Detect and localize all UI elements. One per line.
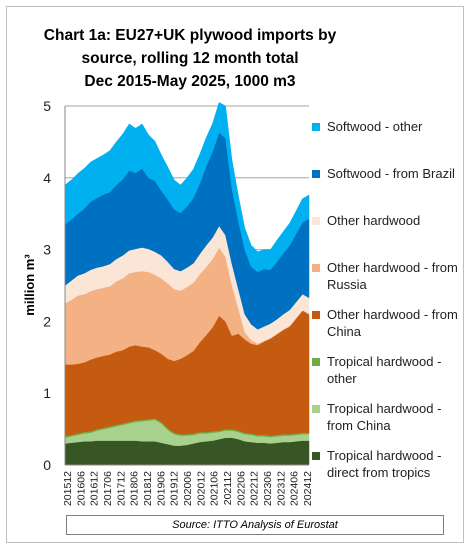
source-note: Source: ITTO Analysis of Eurostat: [66, 515, 444, 535]
legend-item: Tropical hardwood - other: [312, 353, 462, 387]
legend-label: Softwood - from Brazil: [327, 166, 455, 181]
x-tick-label: 201706: [102, 471, 114, 506]
x-tick-label: 201812: [142, 471, 154, 506]
y-tick-label: 2: [43, 313, 51, 329]
legend-item: Softwood - other: [312, 118, 462, 135]
legend-swatch: [312, 452, 320, 460]
y-tick-label: 3: [43, 242, 51, 258]
x-tick-label: 202006: [182, 471, 194, 506]
y-tick-label: 0: [43, 457, 51, 473]
legend-label: Softwood - other: [327, 119, 423, 134]
x-tick-labels: 201512 201606 201612 201706 201712 201806 2018…: [62, 471, 314, 506]
y-tick-label: 5: [43, 98, 51, 114]
legend-swatch: [312, 311, 320, 319]
x-tick-label: 202406: [289, 471, 301, 506]
x-tick-label: 201512: [62, 471, 74, 506]
legend-swatch: [312, 170, 320, 178]
x-tick-label: 201606: [75, 471, 87, 506]
legend-label: Tropical hardwood - other: [327, 354, 442, 386]
legend-swatch: [312, 264, 320, 272]
legend-label: Tropical hardwood - direct from tropics: [327, 448, 442, 480]
chart-title: Chart 1a: EU27+UK plywood imports by sou…: [43, 27, 337, 90]
area-series-softwood-other: [64, 102, 310, 273]
y-tick-labels: 0 1 2 3 4 5: [43, 98, 51, 473]
x-tick-label: 201906: [155, 471, 167, 506]
x-tick-label: 201806: [129, 471, 141, 506]
legend-swatch: [312, 123, 320, 131]
x-tick-label: 201912: [169, 471, 181, 506]
x-tick-label: 201712: [115, 471, 127, 506]
legend-label: Other hardwood - from Russia: [327, 260, 458, 292]
x-tick-label: 202312: [275, 471, 287, 506]
legend-swatch: [312, 405, 320, 413]
x-tick-label: 202112: [222, 471, 234, 505]
legend-label: Other hardwood - from China: [327, 307, 458, 339]
legend-item: Softwood - from Brazil: [312, 165, 462, 182]
x-tick-label: 202412: [302, 471, 314, 506]
legend-swatch: [312, 358, 320, 366]
legend-item: Other hardwood: [312, 212, 462, 229]
legend-label: Tropical hardwood - from China: [327, 401, 442, 433]
x-tick-label: 202012: [195, 471, 207, 506]
y-axis-label: million m³: [22, 254, 37, 316]
x-tick-label: 202106: [209, 471, 221, 506]
legend-item: Tropical hardwood - from China: [312, 400, 462, 434]
x-tick-label: 202212: [249, 471, 261, 506]
x-tick-label: 201612: [89, 471, 101, 506]
x-tick-label: 202306: [262, 471, 274, 506]
legend-label: Other hardwood: [327, 213, 421, 228]
legend-item: Other hardwood - from China: [312, 306, 462, 340]
legend-item: Tropical hardwood - direct from tropics: [312, 447, 462, 481]
y-tick-label: 1: [43, 385, 51, 401]
y-tick-label: 4: [43, 170, 51, 186]
legend-swatch: [312, 217, 320, 225]
x-tick-label: 202206: [235, 471, 247, 506]
legend-item: Other hardwood - from Russia: [312, 259, 462, 293]
stacked-areas: [64, 102, 310, 466]
